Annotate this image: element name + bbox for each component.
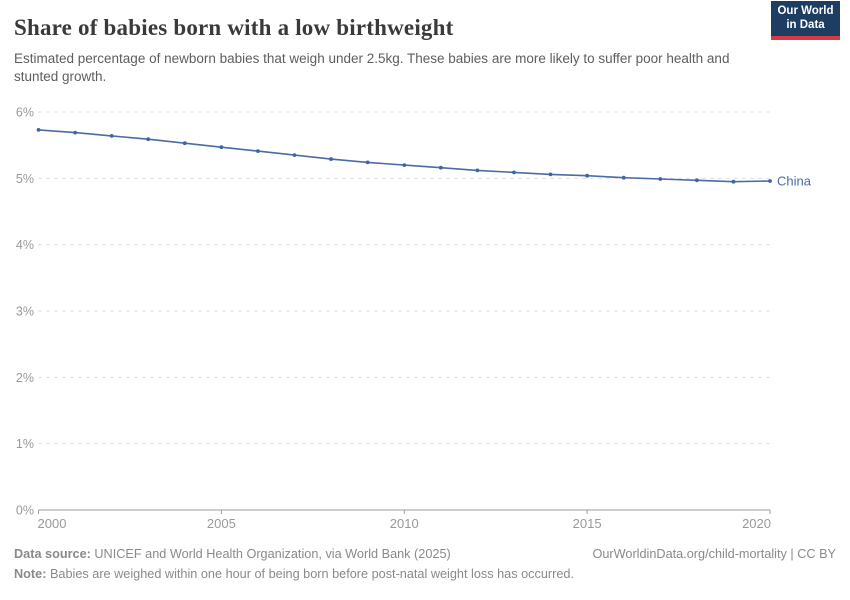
x-axis-tick-label: 2015 (573, 516, 602, 531)
data-point (768, 179, 772, 183)
owid-logo: Our World in Data (771, 1, 840, 40)
note-text: Babies are weighed within one hour of be… (46, 567, 574, 581)
data-point (292, 153, 297, 158)
data-point (36, 127, 41, 132)
data-source-text: UNICEF and World Health Organization, vi… (90, 547, 451, 561)
x-axis-tick-label: 2020 (742, 516, 771, 531)
chart-header: Share of babies born with a low birthwei… (14, 15, 836, 85)
data-point (731, 179, 736, 184)
data-point (182, 141, 187, 146)
data-source-line: Data source: UNICEF and World Health Org… (14, 547, 451, 561)
note-label: Note: (14, 567, 47, 581)
data-point (219, 145, 224, 150)
data-source-label: Data source: (14, 547, 91, 561)
chart-subtitle: Estimated percentage of newborn babies t… (14, 51, 730, 84)
page-title: Share of babies born with a low birthwei… (14, 15, 454, 40)
data-point (695, 178, 699, 183)
owid-logo-stripe (771, 36, 840, 40)
owid-logo-text: Our World in Data (771, 1, 840, 36)
data-point (329, 157, 333, 162)
data-point (365, 160, 370, 165)
y-axis-tick-label: 3% (16, 305, 34, 319)
data-point (256, 149, 260, 154)
data-point (658, 177, 663, 181)
data-point (512, 170, 516, 175)
data-point (402, 163, 407, 168)
data-point (146, 137, 151, 142)
note-line: Note: Babies are weighed within one hour… (14, 567, 836, 581)
data-point (548, 172, 553, 177)
y-axis-tick-label: 0% (16, 504, 34, 518)
x-axis-tick-label: 2010 (390, 516, 419, 531)
x-axis-tick-label: 2005 (207, 516, 236, 531)
data-point (475, 168, 480, 173)
chart-footer: Data source: UNICEF and World Health Org… (14, 547, 836, 581)
data-point (621, 175, 626, 180)
data-point (438, 165, 443, 170)
data-point (585, 173, 589, 178)
y-axis-tick-label: 5% (16, 172, 34, 186)
data-point (109, 134, 114, 138)
y-axis-tick-label: 4% (16, 238, 34, 252)
y-axis-tick-label: 2% (16, 371, 34, 385)
license-link: OurWorldinData.org/child-mortality | CC … (592, 547, 837, 561)
data-point (73, 130, 77, 135)
series-label-china: China (777, 173, 812, 188)
owid-logo-line1: Our World (777, 5, 834, 17)
y-axis-tick-label: 1% (16, 437, 34, 451)
x-axis-tick-label: 2000 (38, 516, 67, 531)
owid-logo-line2: in Data (786, 18, 825, 31)
y-axis-tick-label: 6% (16, 106, 34, 120)
